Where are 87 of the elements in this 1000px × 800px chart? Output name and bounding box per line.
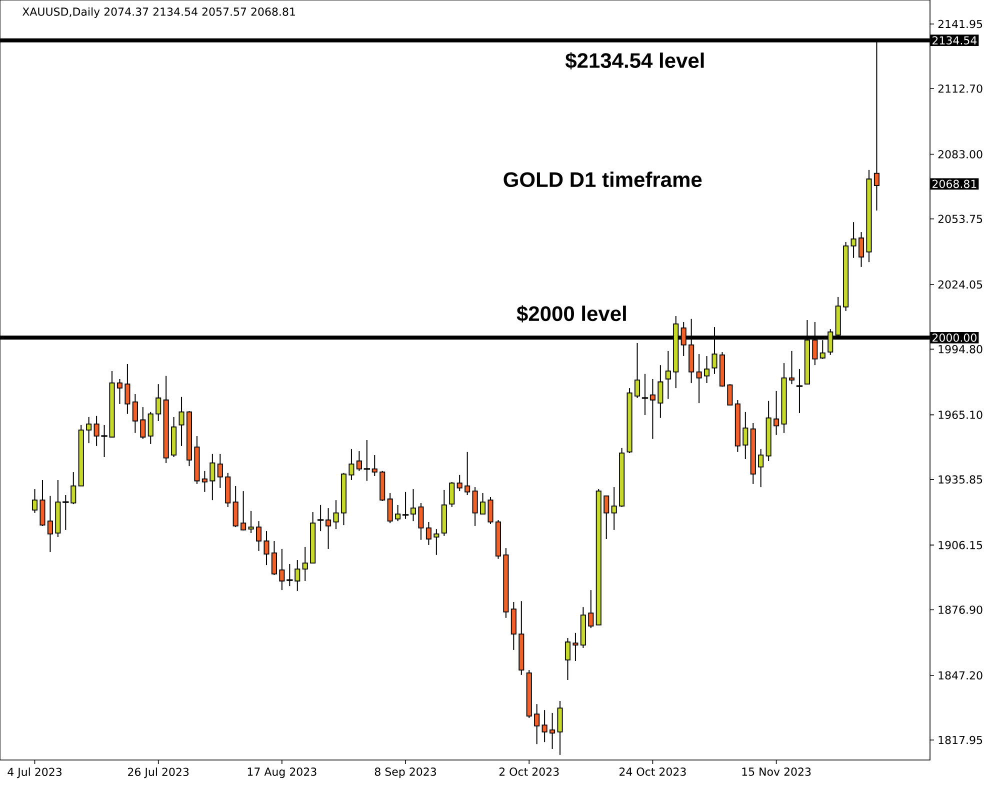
annotation: GOLD D1 timeframe <box>504 172 702 188</box>
candlestick <box>588 590 594 629</box>
candlestick <box>426 521 432 546</box>
y-tick-label: 1994.80 <box>938 345 982 354</box>
annotation: $2134.54 level <box>565 52 704 70</box>
candlestick <box>850 222 856 258</box>
candlestick <box>534 704 540 745</box>
ref-line-label: 2134.54 <box>932 36 977 45</box>
candlestick <box>696 354 702 404</box>
candlestick <box>202 470 208 492</box>
candlestick <box>217 453 223 488</box>
y-tick-label: 2053.75 <box>938 214 982 224</box>
candlestick <box>279 548 285 591</box>
x-tick-label: 15 Nov 2023 <box>742 768 811 776</box>
x-tick-label: 4 Jul 2023 <box>8 768 62 778</box>
candlestick <box>356 450 362 472</box>
candlestick <box>788 350 795 385</box>
candlestick <box>434 528 440 556</box>
candlestick <box>742 411 748 460</box>
candlestick <box>132 394 138 434</box>
candlestick <box>665 350 671 400</box>
annotation: $2000 level <box>516 305 626 322</box>
candlestick <box>124 363 130 414</box>
y-tick-label: 2024.05 <box>938 280 982 289</box>
candlestick <box>326 508 332 550</box>
candlestick <box>387 492 393 524</box>
y-tick-label: 1965.10 <box>938 410 982 419</box>
candlestick <box>240 490 246 531</box>
candlestick <box>32 488 38 514</box>
candlestick <box>271 540 277 576</box>
y-tick-label: 1935.85 <box>938 475 982 484</box>
candlestick <box>456 474 462 492</box>
ref-line-label: 2000.00 <box>932 334 976 342</box>
candlestick <box>47 495 53 553</box>
candlestick <box>564 638 571 680</box>
candlestick <box>372 454 378 477</box>
candlestick <box>140 406 146 440</box>
y-tick-label: 1847.20 <box>938 671 982 680</box>
text: 2068.81 <box>932 180 976 188</box>
candlestick <box>333 500 339 530</box>
candlestick <box>70 472 76 505</box>
x-tick-label: 17 Aug 2023 <box>248 768 316 778</box>
candlestick <box>658 364 664 418</box>
candlestick <box>418 502 424 540</box>
candlestick <box>858 232 864 268</box>
candlestick <box>634 342 640 399</box>
candlestick <box>488 496 494 524</box>
candlestick <box>650 378 656 440</box>
candlestick <box>302 546 308 582</box>
text: XAUUSD,Daily 2074.37 2134.54 2057.57 2068.81 <box>22 7 295 18</box>
y-tick-label: 1876.90 <box>938 606 982 614</box>
candlestick <box>611 486 617 530</box>
candlestick <box>178 396 184 446</box>
candlestick <box>604 494 610 540</box>
x-tick-label: 2 Oct 2023 <box>499 768 559 776</box>
candlestick <box>758 448 764 488</box>
candlestick <box>210 453 216 501</box>
candlestick <box>557 700 563 756</box>
candlestick <box>248 510 254 534</box>
candlestick <box>449 481 455 508</box>
candlestick <box>480 492 486 515</box>
candlestick <box>464 451 470 496</box>
candlestick <box>264 530 270 566</box>
candlestick <box>156 384 162 422</box>
candlestick <box>704 356 710 384</box>
y-tick-label: 2141.95 <box>938 20 982 28</box>
candlestick <box>727 384 733 406</box>
candlestick <box>148 411 154 444</box>
candlestick <box>256 520 262 552</box>
candlestick <box>410 488 416 522</box>
candlestick <box>116 378 122 404</box>
y-tick-label: 2112.70 <box>938 84 982 93</box>
candlestick <box>542 710 548 743</box>
candlestick <box>572 632 578 662</box>
y-tick-label: 2083.00 <box>938 150 982 158</box>
candlestick <box>472 486 478 526</box>
candlestick <box>348 448 354 480</box>
y-tick-label: 1817.95 <box>938 736 982 744</box>
y-tick-label: 1906.15 <box>938 540 982 550</box>
candlestick <box>395 504 401 522</box>
x-tick-label: 8 Sep 2023 <box>374 768 436 778</box>
candlestick <box>774 390 780 436</box>
x-tick-label: 26 Jul 2023 <box>128 768 189 778</box>
x-tick-label: 24 Oct 2023 <box>620 768 686 776</box>
candlestick <box>550 712 556 750</box>
candlestick <box>232 485 238 528</box>
candlestick <box>86 416 92 444</box>
